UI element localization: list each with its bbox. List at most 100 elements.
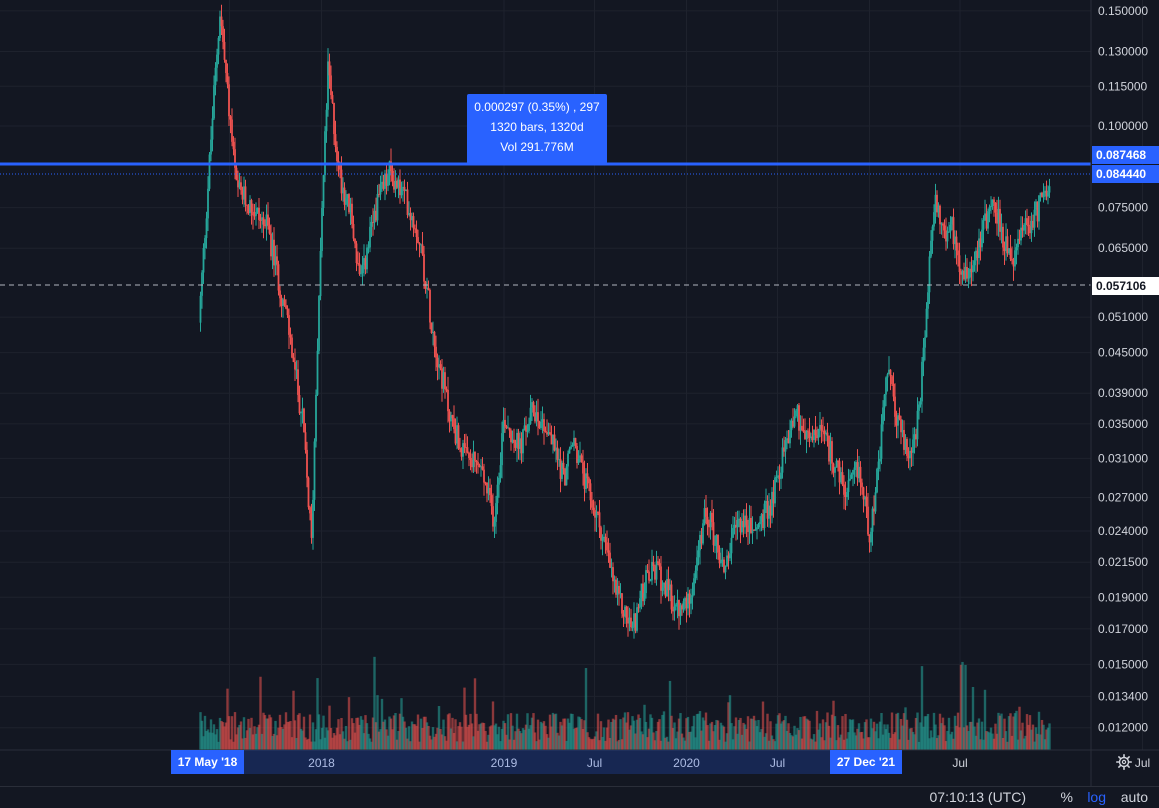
volume-bar [623, 712, 627, 750]
volume-bar [254, 733, 258, 750]
candle-body [379, 184, 382, 195]
volume-bar [547, 737, 550, 750]
candle-body [210, 139, 212, 155]
candle-body [295, 369, 298, 371]
candle-body [765, 500, 767, 504]
candle-body [421, 244, 424, 255]
volume-bar [394, 713, 397, 750]
volume-bar [653, 740, 657, 750]
volume-bar [359, 716, 363, 750]
volume-bar [941, 717, 945, 750]
volume-bar [568, 722, 571, 750]
volume-bar [440, 734, 444, 750]
volume-bar [334, 735, 337, 750]
volume-bar [563, 718, 567, 750]
candle-body [297, 369, 299, 395]
volume-bar [224, 722, 228, 750]
candle-body [211, 118, 214, 140]
percent-scale-button[interactable]: % [1060, 789, 1073, 805]
volume-bar [655, 731, 658, 750]
candle-body [861, 482, 863, 488]
volume-bar [223, 726, 226, 750]
candle-body [501, 433, 503, 466]
volume-bar [257, 724, 261, 750]
candle-body [529, 407, 532, 424]
volume-bar [758, 732, 762, 750]
volume-bar [356, 717, 360, 750]
volume-bar [733, 726, 736, 750]
volume-bar [553, 714, 556, 750]
volume-bar [854, 735, 858, 750]
candle-body [370, 221, 373, 227]
candle-body [661, 587, 664, 591]
price-tag-lower-line[interactable]: 0.057106 [1092, 277, 1159, 295]
volume-bar [371, 717, 375, 750]
candle-body [991, 199, 994, 206]
volume-bar [640, 731, 643, 750]
log-scale-button[interactable]: log [1087, 789, 1106, 805]
candle-body [702, 523, 704, 544]
candle-body [312, 499, 314, 538]
candle-body [223, 41, 226, 60]
volume-bar [907, 739, 910, 750]
volume-bar [433, 736, 436, 750]
y-axis[interactable]: 0.150000 0.130000 0.115000 0.100000 0.075000… [1098, 4, 1148, 735]
candle-body [934, 194, 937, 213]
candle-body [1008, 248, 1010, 254]
candle-body [919, 401, 922, 405]
volume-bar [574, 727, 577, 750]
candle-body [975, 250, 977, 261]
volume-bar [410, 721, 414, 750]
auto-scale-button[interactable]: auto [1120, 789, 1148, 805]
candle-body [949, 224, 952, 232]
candle-body [853, 467, 856, 470]
volume-bar [386, 735, 390, 750]
candle-body [769, 505, 772, 516]
candle-body [510, 430, 512, 443]
candle-body [256, 207, 259, 213]
candle-body [691, 595, 694, 598]
measure-bars: 1320 bars, 1320d [490, 120, 584, 134]
candle-body [789, 430, 791, 444]
volume-bar [349, 739, 352, 750]
volume-bar [238, 724, 241, 750]
volume-bar [757, 719, 760, 750]
volume-bar [347, 697, 351, 750]
candle-body [922, 347, 925, 362]
candle-body [247, 205, 250, 214]
candle-body [313, 441, 316, 500]
volume-bar [577, 716, 580, 750]
candle-body [937, 205, 940, 213]
candle-body [514, 443, 517, 448]
candle-body [526, 430, 529, 432]
volume-bar [580, 719, 583, 750]
candle-body [582, 462, 584, 474]
candle-body [891, 376, 893, 385]
candle-body [298, 394, 301, 414]
candle-body [339, 163, 341, 170]
candle-body [538, 421, 541, 429]
candle-body [652, 561, 655, 567]
candle-body [763, 503, 766, 529]
candle-body [774, 477, 776, 504]
candle-body [843, 484, 845, 495]
volume-bar [284, 712, 288, 750]
gear-icon[interactable] [1116, 754, 1132, 770]
candle-body [681, 605, 683, 610]
candle-body [682, 601, 685, 610]
candle-body [469, 457, 472, 460]
volume-bar [229, 739, 232, 750]
candle-body [394, 180, 397, 190]
candle-body [496, 484, 499, 504]
volume-bar [877, 738, 880, 750]
price-tag-upper-line[interactable]: 0.087468 [1092, 146, 1159, 164]
volume-bar [644, 721, 648, 750]
candle-body [456, 425, 458, 444]
volume-bar [937, 735, 940, 750]
x-axis[interactable]: Jul20182019Jul2020Jul2021JulJul2023 [222, 756, 1159, 770]
volume-bar [988, 732, 991, 750]
volume-bar [976, 722, 979, 750]
candle-body [511, 439, 514, 443]
candle-body [480, 466, 482, 468]
candle-body [723, 559, 725, 573]
